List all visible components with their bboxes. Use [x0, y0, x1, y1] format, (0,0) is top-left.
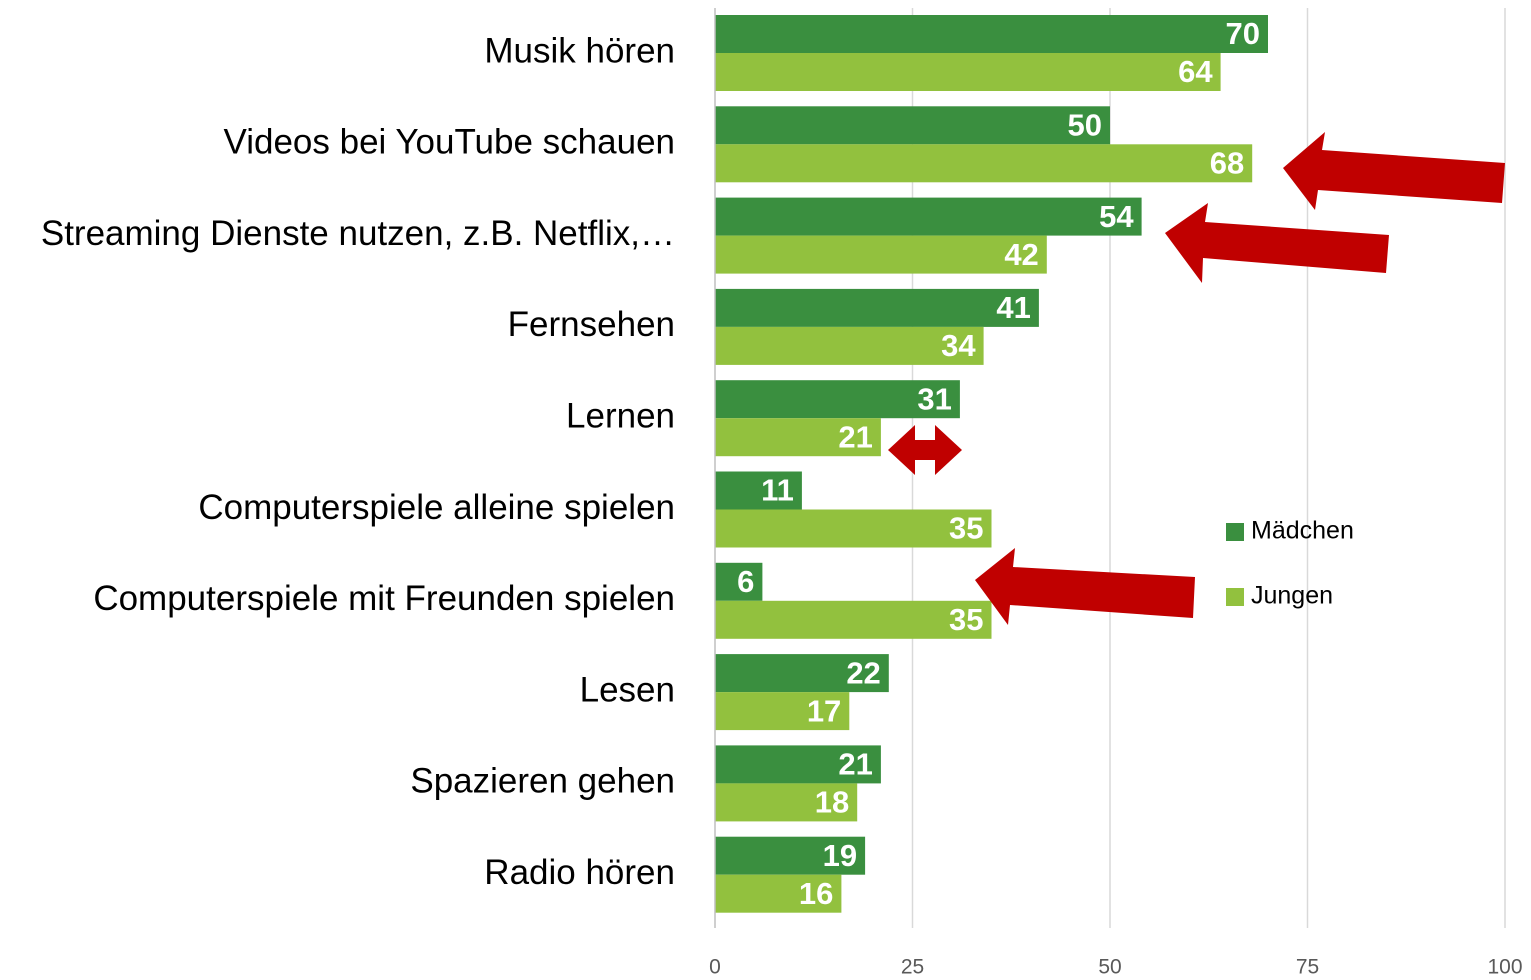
category-label: Spazieren gehen — [410, 762, 675, 801]
value-label: 22 — [846, 655, 880, 690]
value-label: 68 — [1210, 145, 1244, 180]
legend-label: Jungen — [1251, 582, 1333, 610]
category-label: Computerspiele mit Freunden spielen — [93, 579, 675, 618]
x-tick-label: 50 — [1098, 956, 1121, 979]
category-label: Musik hören — [484, 31, 675, 70]
bar — [715, 235, 1047, 274]
bar — [715, 418, 881, 457]
value-label: 64 — [1178, 54, 1213, 89]
category-label: Lesen — [580, 670, 675, 709]
category-label: Streaming Dienste nutzen, z.B. Netflix,… — [41, 214, 675, 253]
bar — [715, 562, 763, 601]
bar — [715, 53, 1221, 91]
arrow — [975, 548, 1195, 625]
value-label: 50 — [1068, 107, 1102, 142]
bar — [715, 288, 1039, 327]
legend-swatch — [1226, 523, 1244, 541]
legend-swatch — [1226, 588, 1244, 606]
value-label: 31 — [917, 381, 951, 416]
arrow — [1165, 203, 1389, 283]
bar — [715, 380, 960, 419]
value-label: 19 — [823, 838, 857, 873]
legend-label: Mädchen — [1251, 517, 1354, 545]
value-label: 21 — [838, 747, 872, 782]
bar — [715, 745, 881, 784]
bar — [715, 144, 1253, 183]
bar — [715, 600, 992, 639]
annotation-arrows — [888, 132, 1505, 625]
bar — [715, 471, 802, 510]
value-label: 17 — [807, 693, 841, 728]
arrow — [1283, 132, 1505, 210]
value-label: 6 — [737, 564, 754, 599]
bar — [715, 692, 850, 731]
category-label: Computerspiele alleine spielen — [198, 488, 675, 527]
value-label: 41 — [996, 290, 1030, 325]
x-tick-label: 100 — [1487, 956, 1522, 979]
bar — [715, 326, 984, 365]
category-label: Lernen — [566, 396, 675, 435]
bar — [715, 106, 1110, 145]
bar — [715, 654, 889, 693]
double-arrow — [888, 425, 962, 475]
category-label: Radio hören — [484, 853, 675, 892]
category-label: Videos bei YouTube schauen — [224, 123, 676, 162]
value-label: 35 — [949, 511, 983, 546]
value-label: 16 — [799, 876, 833, 911]
value-label: 35 — [949, 602, 983, 637]
value-label: 42 — [1004, 237, 1038, 272]
bar — [715, 509, 992, 548]
value-label: 18 — [815, 785, 849, 820]
value-label: 34 — [941, 328, 976, 363]
value-label: 54 — [1099, 199, 1134, 234]
bar — [715, 783, 858, 822]
x-tick-label: 75 — [1296, 956, 1319, 979]
value-label: 70 — [1226, 16, 1260, 51]
x-tick-label: 25 — [901, 956, 924, 979]
bar — [715, 197, 1142, 236]
value-label: 11 — [761, 473, 794, 508]
bar — [715, 874, 842, 913]
value-label: 21 — [838, 419, 872, 454]
category-label: Fernsehen — [508, 305, 675, 344]
bar — [715, 15, 1268, 53]
bar — [715, 836, 866, 875]
x-tick-label: 0 — [709, 956, 721, 979]
